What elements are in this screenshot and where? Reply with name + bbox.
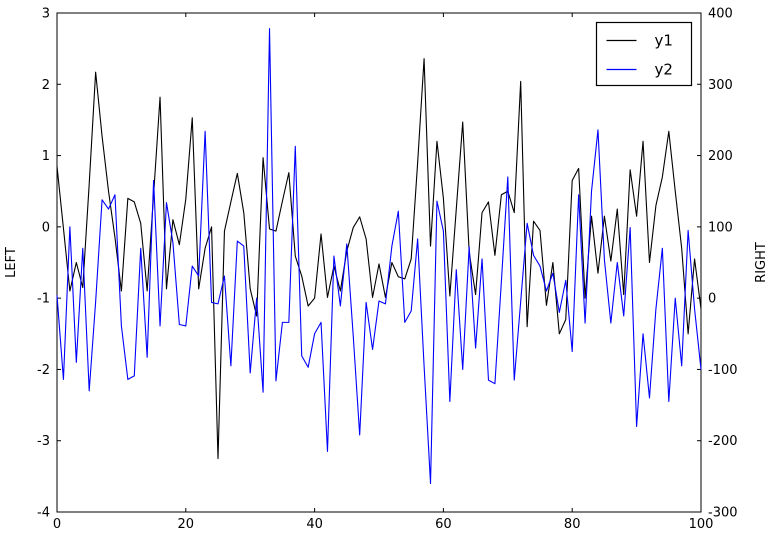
right-tick-label: 200: [708, 149, 733, 164]
legend-box: [595, 21, 693, 87]
series-y2: [56, 28, 702, 485]
right-tick-label: 400: [708, 7, 733, 22]
legend-label-y2: y2: [655, 61, 673, 79]
right-tick-label: -300: [708, 506, 738, 521]
left-tick-label: -1: [37, 292, 50, 307]
left-tick-label: 0: [42, 220, 50, 235]
left-axis-label: LEFT: [4, 247, 19, 278]
x-tick-label: 60: [435, 517, 452, 532]
left-tick-label: 1: [42, 149, 50, 164]
left-tick-label: -2: [37, 363, 50, 378]
left-tick-label: -4: [37, 506, 50, 521]
legend-label-y1: y1: [655, 32, 673, 50]
x-tick-label: 0: [53, 517, 61, 532]
left-tick-label: 2: [42, 78, 50, 93]
right-tick-label: -200: [708, 434, 738, 449]
right-axis-label: RIGHT: [754, 242, 769, 283]
right-tick-label: 300: [708, 78, 733, 93]
left-tick-label: 3: [42, 7, 50, 22]
left-tick-label: -3: [37, 434, 50, 449]
right-tick-label: 0: [708, 292, 716, 307]
x-tick-label: 80: [564, 517, 581, 532]
right-tick-label: -100: [708, 363, 738, 378]
right-tick-label: 100: [708, 220, 733, 235]
x-tick-label: 100: [689, 517, 714, 532]
axes-frame: [56, 12, 702, 513]
x-tick-label: 40: [306, 517, 323, 532]
x-tick-label: 20: [178, 517, 195, 532]
series-y1: [56, 58, 702, 460]
